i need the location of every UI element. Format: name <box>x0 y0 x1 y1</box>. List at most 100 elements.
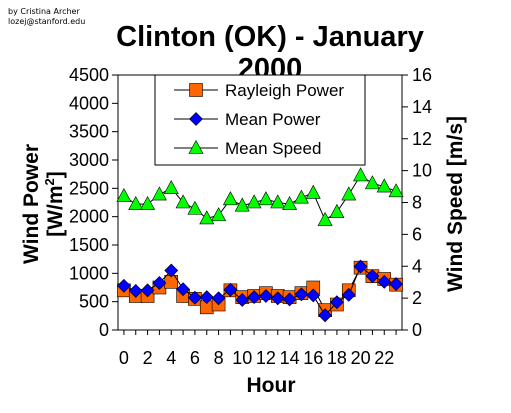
point-mean-speed <box>116 187 132 202</box>
point-mean-power <box>164 263 179 278</box>
x-tick-label: 4 <box>166 348 176 368</box>
chart-title-line-1: Clinton (OK) - January <box>116 21 424 53</box>
point-mean-speed <box>246 194 262 209</box>
x-tick-label: 14 <box>280 348 300 368</box>
legend-label-mean-power: Mean Power <box>225 110 321 129</box>
left-axis-unit-sup: 2 <box>42 178 57 185</box>
point-mean-power <box>318 308 333 323</box>
point-mean-speed <box>282 195 298 210</box>
left-tick-label: 2000 <box>69 207 109 227</box>
point-mean-power <box>282 292 297 307</box>
point-mean-speed <box>234 197 250 212</box>
right-tick-label: 8 <box>412 193 422 213</box>
x-tick-label: 2 <box>143 348 153 368</box>
right-tick-label: 0 <box>412 320 422 340</box>
point-mean-speed <box>317 211 333 226</box>
left-tick-label: 4500 <box>69 65 109 85</box>
point-mean-power <box>270 291 285 306</box>
left-tick-label: 1000 <box>69 263 109 283</box>
left-tick-label: 1500 <box>69 235 109 255</box>
point-mean-speed <box>270 194 286 209</box>
legend-marker-mean-speed <box>188 139 204 154</box>
right-tick-label: 10 <box>412 161 432 181</box>
point-mean-speed <box>187 200 203 215</box>
point-mean-speed <box>211 207 227 222</box>
x-tick-label: 10 <box>232 348 252 368</box>
left-tick-label: 2500 <box>69 178 109 198</box>
right-tick-label: 14 <box>412 97 432 117</box>
right-tick-label: 2 <box>412 288 422 308</box>
right-tick-label: 4 <box>412 256 422 276</box>
legend-label-mean-speed: Mean Speed <box>225 139 321 158</box>
point-mean-power <box>377 274 392 289</box>
right-tick-label: 16 <box>412 65 432 85</box>
right-tick-label: 12 <box>412 129 432 149</box>
point-mean-power <box>211 291 226 306</box>
point-mean-speed <box>329 203 345 218</box>
left-axis-unit: [W/m2] <box>42 171 67 237</box>
point-mean-power <box>187 290 202 305</box>
x-tick-label: 16 <box>303 348 323 368</box>
left-axis-unit-post: ] <box>44 171 67 178</box>
point-mean-speed <box>175 194 191 209</box>
point-mean-speed <box>199 210 215 225</box>
right-axis-ticks: 0 2 4 6 8 10 12 14 16 <box>402 65 432 340</box>
credit-email: lozej@stanford.edu <box>8 17 85 26</box>
left-tick-label: 0 <box>99 320 109 340</box>
point-mean-speed <box>151 186 167 201</box>
x-tick-label: 6 <box>190 348 200 368</box>
point-mean-power <box>128 283 143 298</box>
legend-marker-rayleigh-power <box>189 83 203 97</box>
point-mean-power <box>294 287 309 302</box>
point-mean-power <box>258 289 273 303</box>
point-mean-speed <box>376 178 392 193</box>
point-mean-speed <box>353 167 369 182</box>
point-mean-speed <box>305 184 321 199</box>
left-axis-title: Wind Power <box>20 144 43 264</box>
x-tick-label: 8 <box>214 348 224 368</box>
point-mean-power <box>116 278 131 293</box>
point-mean-speed <box>388 183 404 198</box>
left-tick-label: 4000 <box>69 93 109 113</box>
x-axis-title: Hour <box>247 374 296 397</box>
x-tick-label: 12 <box>256 348 276 368</box>
point-mean-power <box>247 290 262 305</box>
point-mean-power <box>389 277 404 292</box>
point-mean-power <box>235 293 250 307</box>
point-mean-speed <box>364 175 380 190</box>
x-axis-ticks: 0 2 4 6 8 10 12 14 16 18 20 22 <box>119 330 397 368</box>
point-mean-power <box>365 269 380 284</box>
point-mean-power <box>329 295 344 310</box>
point-mean-speed <box>341 186 357 201</box>
point-mean-power <box>199 290 214 305</box>
right-axis-title: Wind Speed [m/s] <box>444 116 467 292</box>
point-mean-speed <box>258 191 274 206</box>
left-axis-title-main: Wind Power <box>20 144 43 264</box>
x-tick-label: 20 <box>351 348 371 368</box>
x-tick-label: 22 <box>374 348 394 368</box>
point-mean-power <box>223 282 238 297</box>
point-mean-power <box>306 288 321 303</box>
legend: Rayleigh Power Mean Power Mean Speed <box>154 74 366 166</box>
left-tick-label: 3000 <box>69 150 109 170</box>
point-mean-speed <box>163 180 179 194</box>
point-mean-power <box>353 259 368 274</box>
right-tick-label: 6 <box>412 224 422 244</box>
legend-marker-mean-power <box>189 112 203 126</box>
point-mean-power <box>140 283 155 298</box>
left-tick-label: 3500 <box>69 122 109 142</box>
left-axis-ticks: 0 500 1000 1500 2000 2500 3000 3500 4000 4500 <box>69 65 118 340</box>
point-mean-speed <box>140 195 156 210</box>
series-layer <box>116 167 404 323</box>
left-axis-unit-pre: [W/m <box>44 185 67 236</box>
left-tick-label: 500 <box>79 292 109 312</box>
credit-author: by Cristina Archer <box>8 7 80 16</box>
point-mean-power <box>341 287 356 302</box>
point-mean-speed <box>222 191 238 206</box>
point-mean-power <box>176 282 191 297</box>
x-tick-label: 0 <box>119 348 129 368</box>
legend-label-rayleigh-power: Rayleigh Power <box>225 81 344 100</box>
